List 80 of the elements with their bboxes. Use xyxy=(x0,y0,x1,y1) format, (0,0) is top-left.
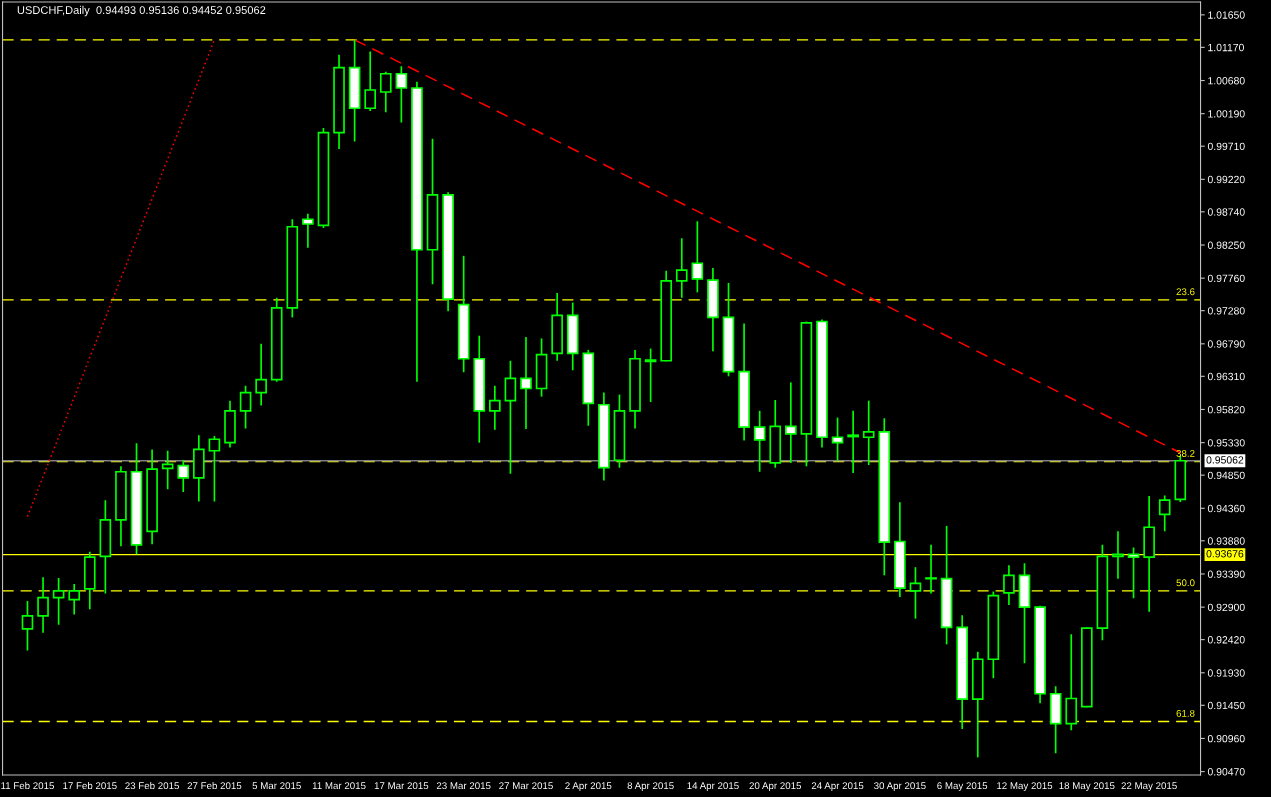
candlestick xyxy=(364,50,377,112)
candlestick xyxy=(302,213,314,249)
y-tick-label: 1.01170 xyxy=(1208,43,1244,52)
annotation: 61.8 xyxy=(1176,709,1195,717)
candlestick xyxy=(1003,564,1015,606)
x-tick-label: 20 Apr 2015 xyxy=(749,782,802,792)
ref-line-label: 0.93676 xyxy=(1206,550,1244,558)
x-tick-label: 12 May 2015 xyxy=(997,782,1053,792)
x-tick-label: 27 Mar 2015 xyxy=(499,782,553,790)
ref-line-label: 0.95062 xyxy=(1206,456,1244,464)
candlestick xyxy=(644,347,657,403)
y-tick-label: 1.00190 xyxy=(1208,110,1245,118)
y-tick-label: 0.98250 xyxy=(1207,241,1245,249)
candlestick xyxy=(21,600,34,652)
candlestick xyxy=(37,576,49,634)
candlestick xyxy=(691,220,704,294)
x-tick-label: 18 May 2015 xyxy=(1059,782,1115,792)
y-tick-label: 0.99710 xyxy=(1207,142,1245,151)
y-tick-label: 0.93880 xyxy=(1207,537,1245,545)
y-tick-label: 1.00680 xyxy=(1208,77,1245,85)
y-tick-label: 0.93390 xyxy=(1207,570,1245,578)
candlestick xyxy=(1127,546,1140,600)
x-tick-label: 2 Apr 2015 xyxy=(565,782,612,792)
y-tick-label: 0.95330 xyxy=(1207,439,1245,447)
candlestick xyxy=(925,544,937,595)
x-tick-label: 6 May 2015 xyxy=(937,782,988,792)
y-tick-label: 1.01650 xyxy=(1208,11,1245,19)
y-tick-label: 0.96310 xyxy=(1207,372,1245,381)
candlestick xyxy=(847,410,859,474)
x-tick-label: 22 May 2015 xyxy=(1121,782,1177,792)
candlestick xyxy=(255,342,267,407)
candlestick xyxy=(1112,530,1124,580)
candlestick xyxy=(395,65,408,124)
x-tick-label: 23 Mar 2015 xyxy=(436,782,491,790)
candlestick xyxy=(177,459,190,493)
x-tick-label: 30 Apr 2015 xyxy=(874,782,926,792)
candlestick xyxy=(208,435,221,503)
chart-title: USDCHF,Daily 0.94493 0.95136 0.94452 0.95062 xyxy=(17,5,266,17)
y-tick-label: 0.91930 xyxy=(1207,669,1245,677)
candlestick xyxy=(520,336,532,430)
candlestick xyxy=(68,583,81,616)
y-tick-label: 0.91450 xyxy=(1207,701,1245,710)
x-tick-label: 17 Feb 2015 xyxy=(63,781,117,790)
x-tick-label: 11 Feb 2015 xyxy=(1,781,54,790)
candlestick xyxy=(239,384,252,430)
candlestick xyxy=(1158,494,1171,533)
x-tick-label: 24 Apr 2015 xyxy=(811,782,864,792)
x-tick-label: 8 Apr 2015 xyxy=(627,782,674,792)
x-tick-label: 5 Mar 2015 xyxy=(252,782,301,790)
x-tick-label: 14 Apr 2015 xyxy=(687,782,739,792)
x-tick-label: 17 Mar 2015 xyxy=(374,782,429,790)
candlestick xyxy=(379,70,392,114)
y-tick-label: 0.94850 xyxy=(1207,471,1245,480)
x-tick-label: 27 Feb 2015 xyxy=(187,781,242,790)
y-tick-label: 0.92900 xyxy=(1207,603,1245,612)
y-tick-label: 0.94360 xyxy=(1207,504,1245,513)
y-tick-label: 0.97760 xyxy=(1207,274,1245,283)
candlestick xyxy=(161,449,174,491)
annotation: 23.6 xyxy=(1176,288,1195,296)
x-tick-label: 23 Feb 2015 xyxy=(125,781,179,790)
y-tick-label: 0.90470 xyxy=(1207,768,1245,776)
candlestick xyxy=(504,359,517,475)
y-tick-label: 0.90960 xyxy=(1207,734,1245,743)
y-tick-label: 0.92420 xyxy=(1207,636,1245,644)
candlestick xyxy=(862,399,875,466)
x-tick-label: 11 Mar 2015 xyxy=(312,782,366,790)
annotation: 38.2 xyxy=(1176,450,1195,457)
y-tick-label: 0.97280 xyxy=(1207,307,1245,315)
candlestick xyxy=(753,410,766,473)
candlestick xyxy=(785,381,797,464)
candlestick xyxy=(675,237,688,299)
y-tick-label: 0.95820 xyxy=(1207,405,1245,414)
candlestick xyxy=(52,577,65,626)
y-tick-label: 0.98740 xyxy=(1207,208,1245,216)
candlestick xyxy=(831,416,844,462)
candlestick xyxy=(909,566,922,620)
y-tick-label: 0.99220 xyxy=(1207,175,1245,184)
y-tick-label: 0.96790 xyxy=(1207,340,1245,348)
candlestick xyxy=(489,384,501,431)
annotation: 50.0 xyxy=(1176,579,1195,587)
